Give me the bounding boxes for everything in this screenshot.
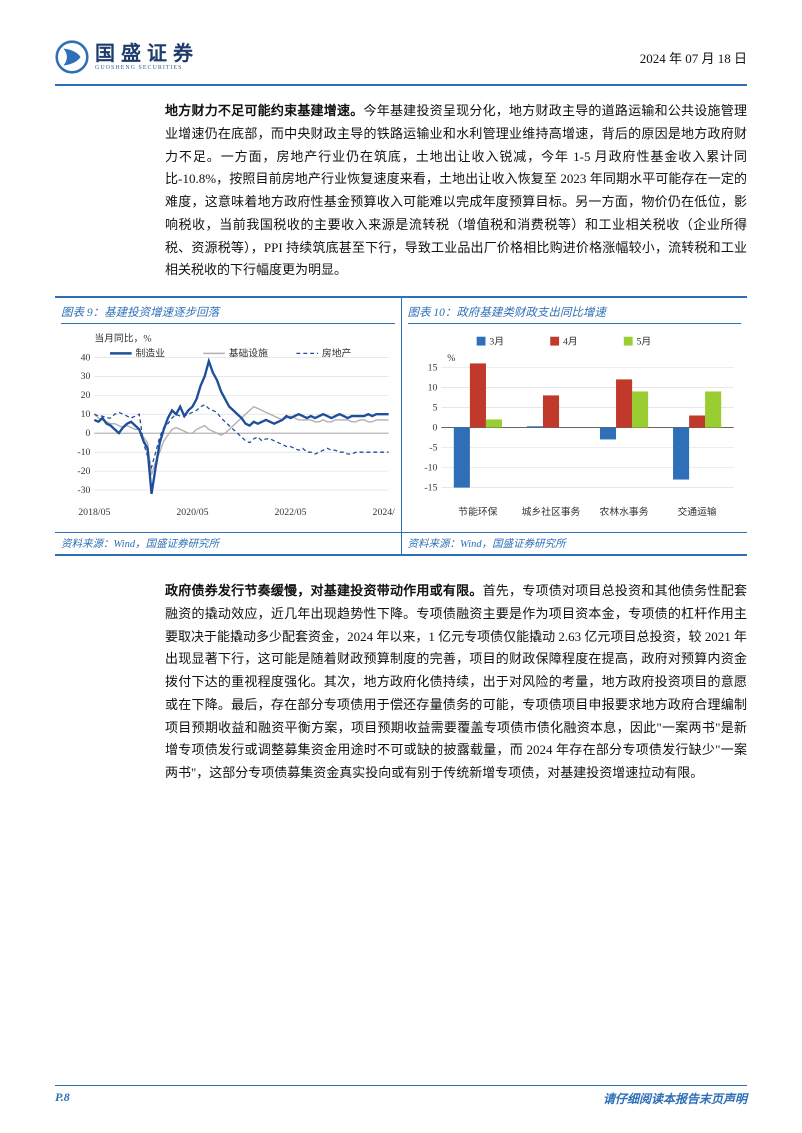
logo-icon (55, 40, 89, 74)
charts-container: 图表 9：基建投资增速逐步回落 当月同比，%制造业基础设施房地产-30-20-1… (55, 296, 747, 533)
svg-text:30: 30 (81, 371, 91, 382)
svg-text:2024/05: 2024/05 (373, 507, 395, 518)
svg-text:-15: -15 (424, 482, 437, 493)
paragraph-2-body: 首先，专项债对项目总投资和其他债务性配套融资的撬动效应，近几年出现趋势性下降。专… (165, 583, 747, 780)
svg-text:-5: -5 (429, 442, 437, 453)
report-date: 2024 年 07 月 18 日 (640, 48, 747, 67)
svg-text:10: 10 (81, 409, 91, 420)
brand-name-en: GUOSHENG SECURITIES (95, 65, 199, 71)
chart-10-svg: 3月 4月 5月% -15 -10 -5 0 5 10 15 节能环保 城乡社区事务 农林水事务 交通运输 (408, 328, 742, 523)
svg-text:20: 20 (81, 390, 91, 401)
svg-text:2018/05: 2018/05 (78, 507, 110, 518)
brand-logo: 国盛证券 GUOSHENG SECURITIES (55, 40, 199, 74)
chart-10-source: 资料来源：Wind，国盛证券研究所 (401, 533, 748, 554)
svg-text:40: 40 (81, 352, 91, 363)
svg-text:2020/05: 2020/05 (176, 507, 208, 518)
paragraph-1-body: 今年基建投资呈现分化，地方财政主导的道路运输和公共设施管理业增速仍在底部，而中央… (165, 103, 747, 277)
chart-9-panel: 图表 9：基建投资增速逐步回落 当月同比，%制造业基础设施房地产-30-20-1… (55, 298, 401, 532)
svg-text:5月: 5月 (636, 336, 651, 348)
chart-9-source: 资料来源：Wind，国盛证券研究所 (55, 533, 401, 554)
svg-text:-20: -20 (77, 466, 90, 477)
paragraph-2-lead: 政府债券发行节奏缓慢，对基建投资带动作用或有限。 (165, 583, 483, 598)
svg-text:5: 5 (432, 402, 437, 413)
page-header: 国盛证券 GUOSHENG SECURITIES 2024 年 07 月 18 … (55, 40, 747, 78)
chart-10-title: 图表 10：政府基建类财政支出同比增速 (408, 302, 742, 324)
chart-10-panel: 图表 10：政府基建类财政支出同比增速 3月 4月 5月% -15 -10 -5 0 5 10 1… (401, 298, 748, 532)
svg-text:-10: -10 (77, 447, 90, 458)
svg-text:15: 15 (427, 362, 437, 373)
chart-9-title: 图表 9：基建投资增速逐步回落 (61, 302, 395, 324)
svg-text:农林水事务: 农林水事务 (599, 505, 648, 518)
svg-text:10: 10 (427, 382, 437, 393)
svg-text:当月同比，%: 当月同比，% (94, 332, 151, 345)
brand-name-cn: 国盛证券 (95, 43, 199, 65)
chart-sources: 资料来源：Wind，国盛证券研究所 资料来源：Wind，国盛证券研究所 (55, 533, 747, 556)
page-number: P.8 (55, 1090, 70, 1107)
svg-text:-30: -30 (77, 485, 90, 496)
paragraph-1-lead: 地方财力不足可能约束基建增速。 (165, 103, 363, 118)
header-separator (55, 84, 747, 86)
svg-text:0: 0 (432, 422, 437, 433)
paragraph-1: 地方财力不足可能约束基建增速。今年基建投资呈现分化，地方财政主导的道路运输和公共… (165, 100, 747, 282)
paragraph-2: 政府债券发行节奏缓慢，对基建投资带动作用或有限。首先，专项债对项目总投资和其他债… (165, 580, 747, 785)
svg-text:4月: 4月 (562, 336, 577, 348)
svg-text:0: 0 (86, 428, 91, 439)
svg-text:节能环保: 节能环保 (458, 505, 497, 518)
svg-text:3月: 3月 (489, 336, 504, 348)
footer-disclaimer: 请仔细阅读本报告末页声明 (603, 1090, 747, 1107)
svg-text:交通运输: 交通运输 (677, 505, 716, 518)
svg-text:2022/05: 2022/05 (274, 507, 306, 518)
svg-text:城乡社区事务: 城乡社区事务 (521, 505, 580, 518)
chart-9-svg: 当月同比，%制造业基础设施房地产-30-20-100102030402018/0… (61, 328, 395, 523)
svg-text:-10: -10 (424, 462, 437, 473)
page-footer: P.8 请仔细阅读本报告末页声明 (0, 1085, 802, 1107)
svg-text:%: % (447, 353, 455, 364)
